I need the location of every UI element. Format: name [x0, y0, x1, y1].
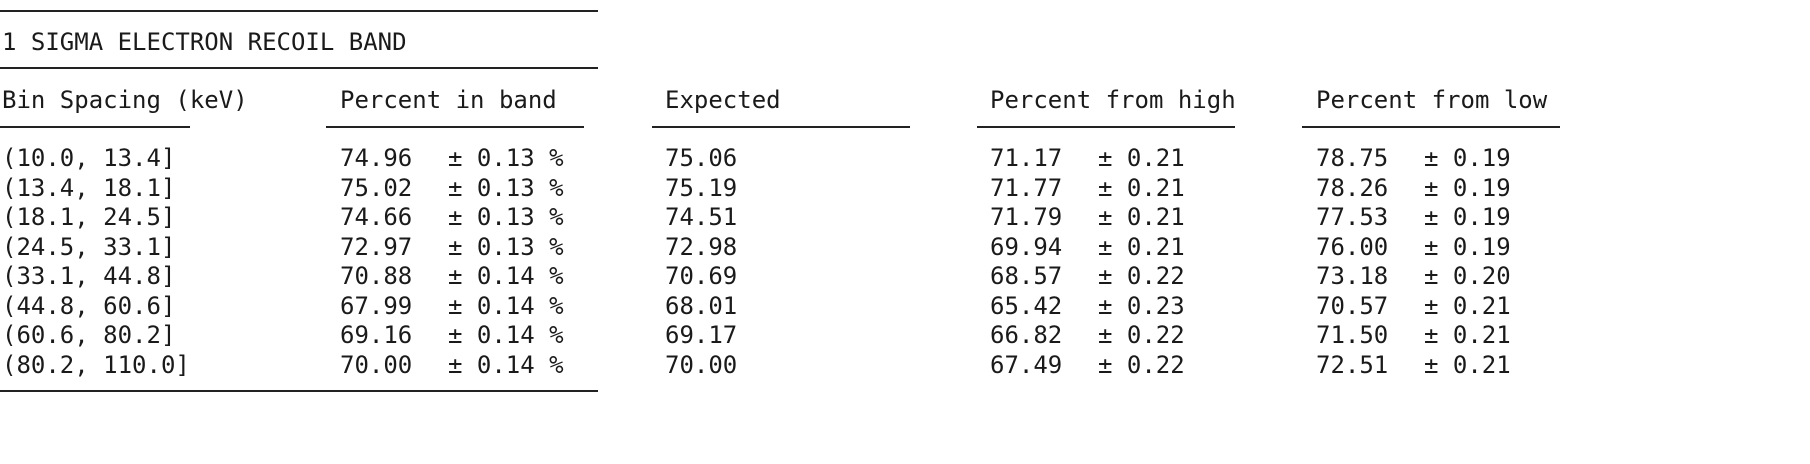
header-underline-low: [1302, 126, 1560, 128]
high-value: 68.57: [990, 262, 1063, 290]
high-error: ± 0.22: [1098, 262, 1185, 290]
header-bin-spacing: Bin Spacing (keV): [2, 86, 248, 114]
in-band-error: ± 0.14 %: [448, 351, 564, 379]
low-error: ± 0.19: [1424, 233, 1511, 261]
low-error: ± 0.21: [1424, 321, 1511, 349]
table-row: (18.1, 24.5] 74.66 ± 0.13 % 74.51 71.79 …: [0, 205, 1810, 235]
in-band-value: 70.88: [340, 262, 413, 290]
high-value: 67.49: [990, 351, 1063, 379]
in-band-error: ± 0.13 %: [448, 174, 564, 202]
in-band-error: ± 0.13 %: [448, 233, 564, 261]
bin-cell: (10.0, 13.4]: [2, 144, 176, 172]
header-underline-bin: [0, 126, 190, 128]
in-band-value: 74.66: [340, 203, 413, 231]
table-row: (80.2, 110.0] 70.00 ± 0.14 % 70.00 67.49…: [0, 353, 1810, 383]
expected-value: 75.06: [665, 144, 738, 172]
expected-value: 70.69: [665, 262, 738, 290]
expected-value: 72.98: [665, 233, 738, 261]
header-expected: Expected: [665, 86, 781, 114]
in-band-error: ± 0.13 %: [448, 144, 564, 172]
in-band-error: ± 0.13 %: [448, 203, 564, 231]
header-percent-from-low: Percent from low: [1316, 86, 1548, 114]
high-value: 71.17: [990, 144, 1063, 172]
header-underline-in-band: [326, 126, 584, 128]
table-row: (10.0, 13.4] 74.96 ± 0.13 % 75.06 71.17 …: [0, 146, 1810, 176]
table-row: (13.4, 18.1] 75.02 ± 0.13 % 75.19 71.77 …: [0, 176, 1810, 206]
bottom-rule: [0, 390, 598, 392]
bin-cell: (33.1, 44.8]: [2, 262, 176, 290]
table-row: (60.6, 80.2] 69.16 ± 0.14 % 69.17 66.82 …: [0, 323, 1810, 353]
table-row: (24.5, 33.1] 72.97 ± 0.13 % 72.98 69.94 …: [0, 235, 1810, 265]
in-band-value: 72.97: [340, 233, 413, 261]
high-error: ± 0.21: [1098, 144, 1185, 172]
report-title: 1 SIGMA ELECTRON RECOIL BAND: [2, 28, 407, 56]
low-error: ± 0.19: [1424, 203, 1511, 231]
bin-cell: (24.5, 33.1]: [2, 233, 176, 261]
in-band-value: 70.00: [340, 351, 413, 379]
high-error: ± 0.21: [1098, 203, 1185, 231]
in-band-error: ± 0.14 %: [448, 262, 564, 290]
low-value: 73.18: [1316, 262, 1389, 290]
header-percent-in-band: Percent in band: [340, 86, 557, 114]
expected-value: 69.17: [665, 321, 738, 349]
in-band-error: ± 0.14 %: [448, 321, 564, 349]
expected-value: 75.19: [665, 174, 738, 202]
top-rule: [0, 10, 598, 12]
low-error: ± 0.21: [1424, 292, 1511, 320]
expected-value: 70.00: [665, 351, 738, 379]
high-value: 71.77: [990, 174, 1063, 202]
high-value: 65.42: [990, 292, 1063, 320]
low-value: 72.51: [1316, 351, 1389, 379]
high-value: 71.79: [990, 203, 1063, 231]
title-rule: [0, 67, 598, 69]
bin-cell: (18.1, 24.5]: [2, 203, 176, 231]
header-underline-expected: [652, 126, 910, 128]
low-value: 76.00: [1316, 233, 1389, 261]
low-value: 70.57: [1316, 292, 1389, 320]
table-row: (33.1, 44.8] 70.88 ± 0.14 % 70.69 68.57 …: [0, 264, 1810, 294]
bin-cell: (13.4, 18.1]: [2, 174, 176, 202]
bin-cell: (44.8, 60.6]: [2, 292, 176, 320]
low-value: 78.26: [1316, 174, 1389, 202]
table-row: (44.8, 60.6] 67.99 ± 0.14 % 68.01 65.42 …: [0, 294, 1810, 324]
low-value: 78.75: [1316, 144, 1389, 172]
high-value: 66.82: [990, 321, 1063, 349]
high-value: 69.94: [990, 233, 1063, 261]
bin-cell: (60.6, 80.2]: [2, 321, 176, 349]
low-error: ± 0.19: [1424, 144, 1511, 172]
low-error: ± 0.20: [1424, 262, 1511, 290]
high-error: ± 0.21: [1098, 233, 1185, 261]
in-band-value: 74.96: [340, 144, 413, 172]
high-error: ± 0.21: [1098, 174, 1185, 202]
in-band-error: ± 0.14 %: [448, 292, 564, 320]
low-error: ± 0.21: [1424, 351, 1511, 379]
low-value: 71.50: [1316, 321, 1389, 349]
in-band-value: 75.02: [340, 174, 413, 202]
in-band-value: 67.99: [340, 292, 413, 320]
high-error: ± 0.22: [1098, 351, 1185, 379]
header-percent-from-high: Percent from high: [990, 86, 1236, 114]
expected-value: 74.51: [665, 203, 738, 231]
low-value: 77.53: [1316, 203, 1389, 231]
header-underline-high: [977, 126, 1235, 128]
high-error: ± 0.22: [1098, 321, 1185, 349]
in-band-value: 69.16: [340, 321, 413, 349]
low-error: ± 0.19: [1424, 174, 1511, 202]
bin-cell: (80.2, 110.0]: [2, 351, 190, 379]
expected-value: 68.01: [665, 292, 738, 320]
high-error: ± 0.23: [1098, 292, 1185, 320]
